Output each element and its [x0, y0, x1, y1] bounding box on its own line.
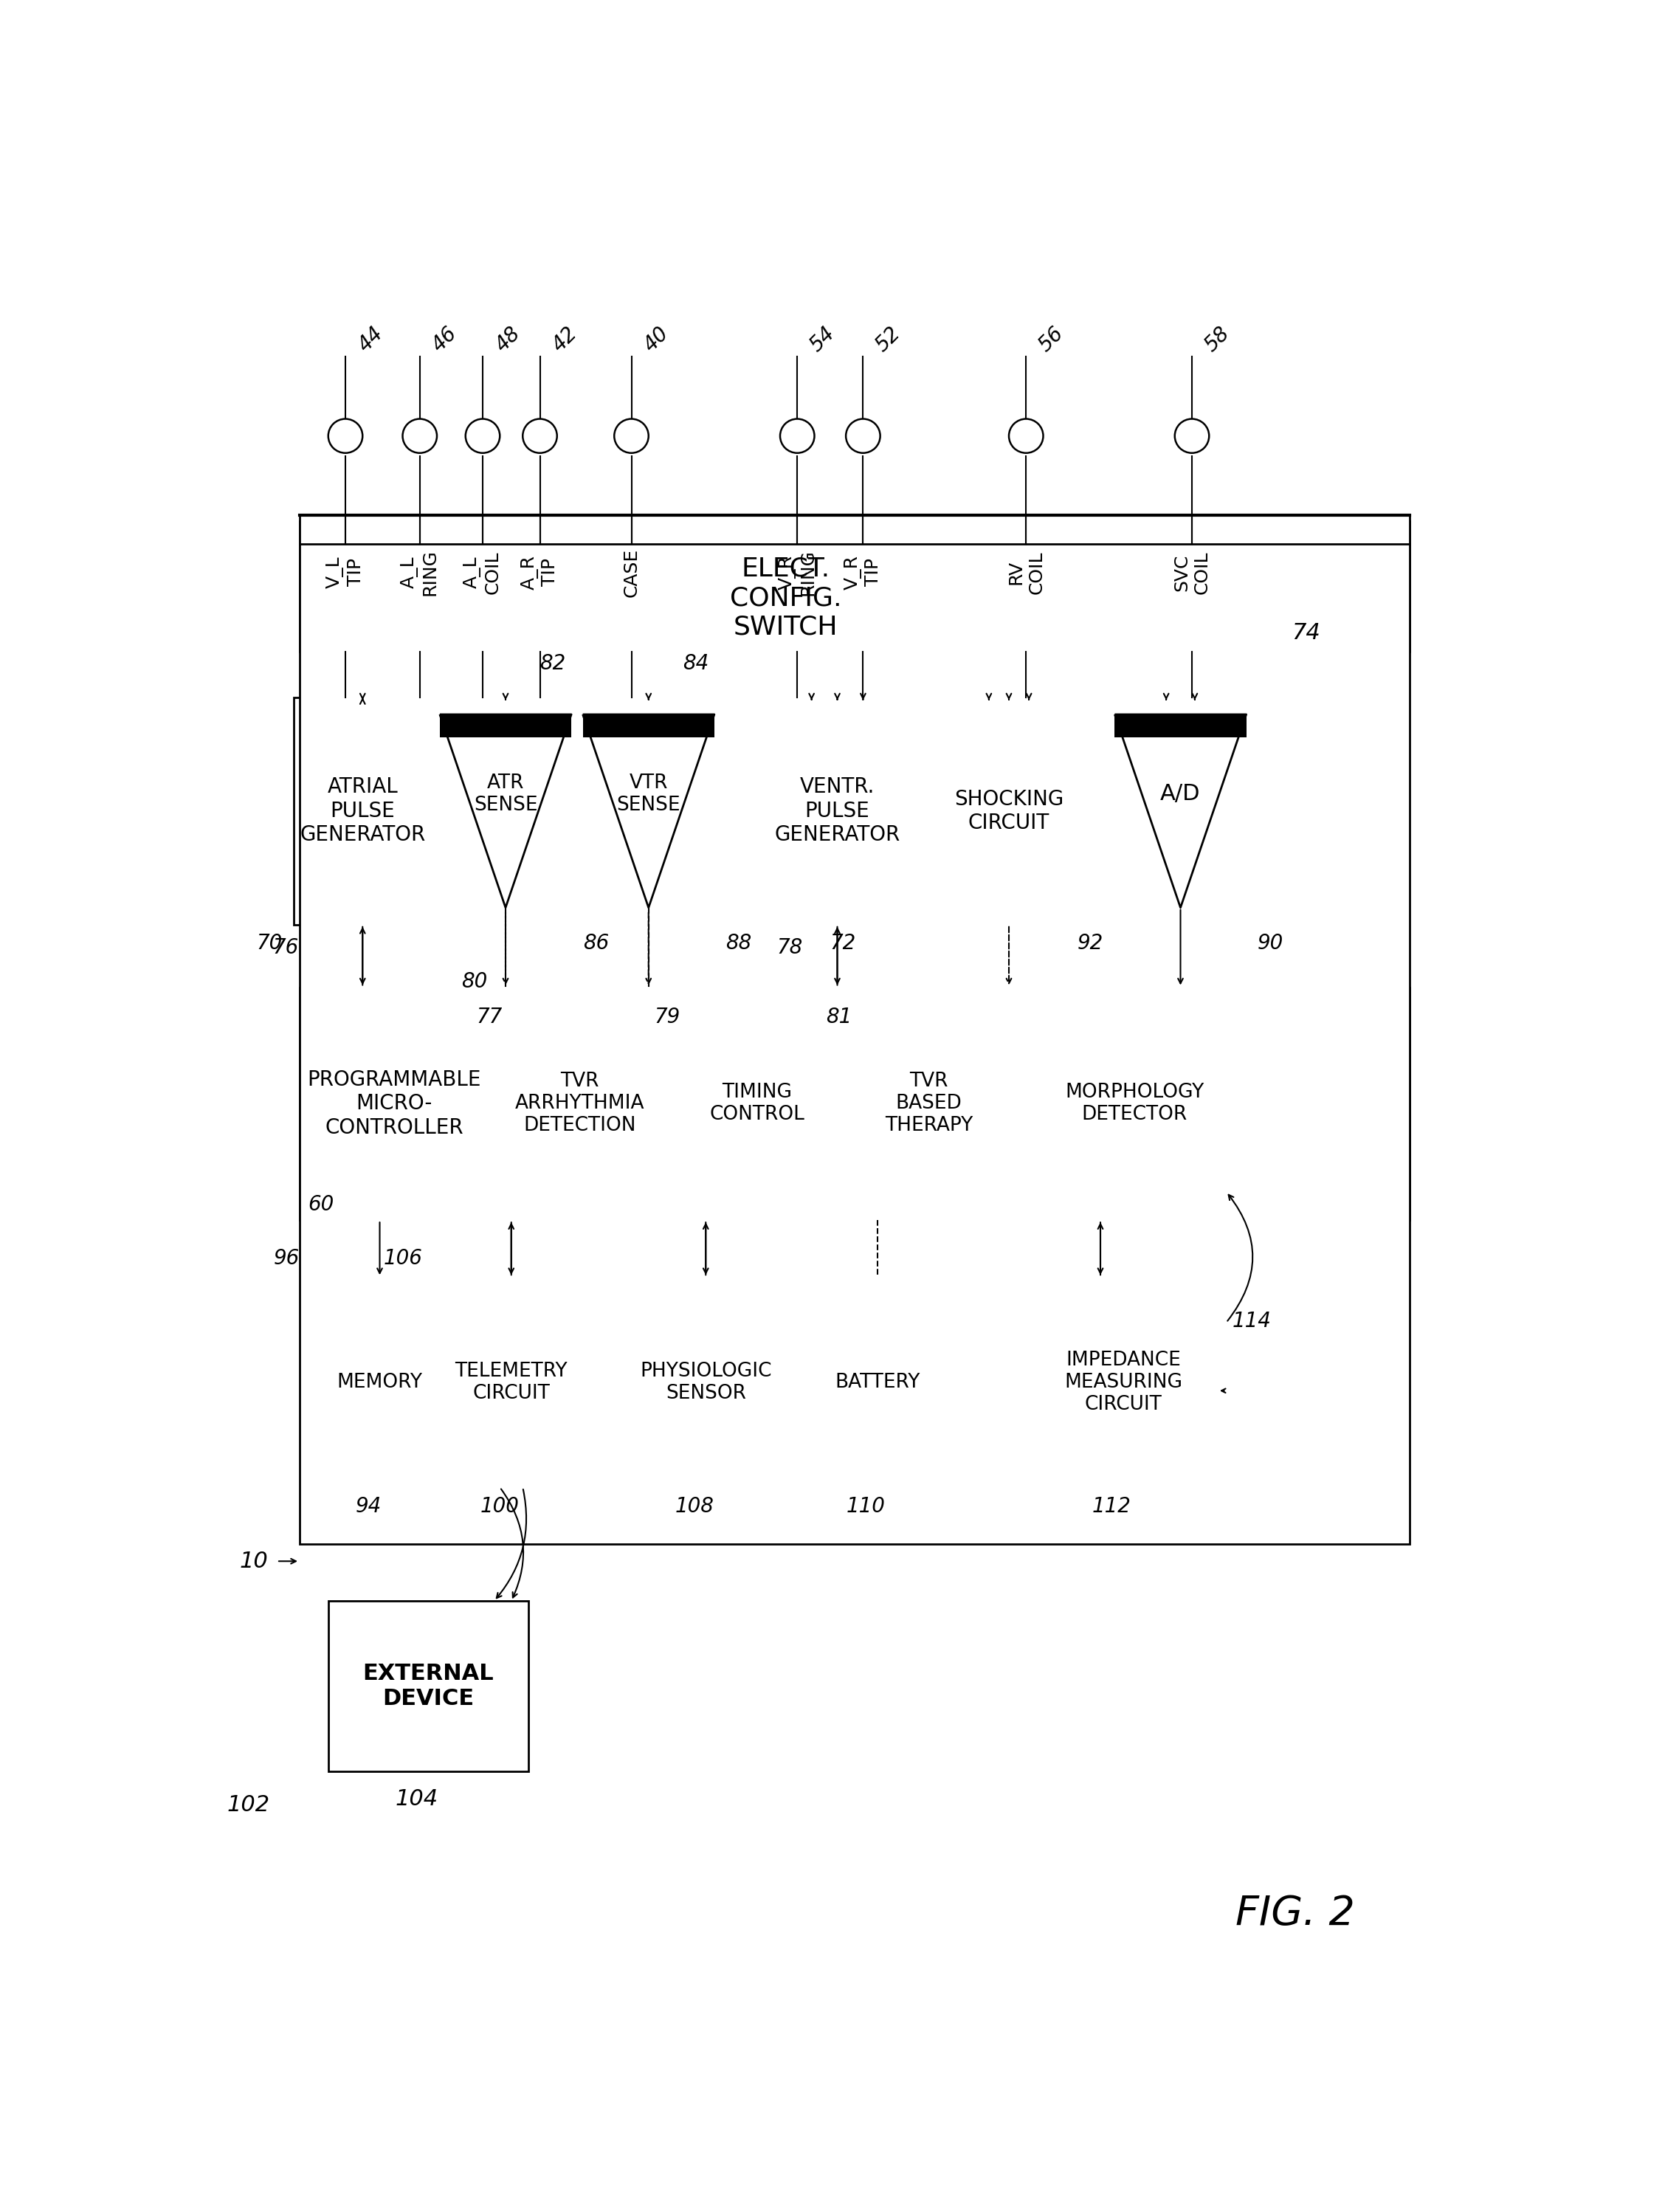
Circle shape — [781, 418, 814, 453]
Circle shape — [328, 418, 363, 453]
Bar — [583, 714, 714, 737]
Circle shape — [466, 418, 499, 453]
Text: 92: 92 — [1077, 933, 1104, 953]
Circle shape — [846, 418, 881, 453]
Bar — [814, 1276, 941, 1486]
Text: MEMORY: MEMORY — [336, 1374, 423, 1391]
Text: SVC
COIL: SVC COIL — [1172, 551, 1210, 593]
Text: TIMING
CONTROL: TIMING CONTROL — [709, 1084, 804, 1124]
Circle shape — [1175, 418, 1209, 453]
Text: 114: 114 — [1232, 1312, 1270, 1332]
Text: 90: 90 — [1257, 933, 1284, 953]
Text: TVR
ARRHYTHMIA
DETECTION: TVR ARRHYTHMIA DETECTION — [514, 1073, 644, 1135]
Text: 88: 88 — [726, 933, 753, 953]
Text: 77: 77 — [476, 1006, 503, 1029]
Bar — [1026, 1276, 1220, 1486]
Text: ATR
SENSE: ATR SENSE — [473, 774, 538, 814]
Text: 104: 104 — [396, 1790, 438, 1809]
Bar — [861, 1004, 997, 1203]
Bar — [300, 987, 1409, 1221]
Text: V_R
TIP: V_R TIP — [844, 555, 882, 591]
Text: 108: 108 — [674, 1495, 714, 1517]
Text: 78: 78 — [778, 938, 803, 958]
Circle shape — [403, 418, 436, 453]
Circle shape — [523, 418, 558, 453]
Text: 79: 79 — [654, 1006, 679, 1029]
Text: 48: 48 — [491, 323, 524, 356]
Bar — [689, 1004, 826, 1203]
Bar — [769, 697, 906, 925]
Circle shape — [614, 418, 649, 453]
Text: 106: 106 — [383, 1248, 423, 1267]
Text: 81: 81 — [826, 1006, 851, 1029]
Bar — [440, 714, 571, 737]
Bar — [440, 1276, 583, 1486]
Text: V_R
RING: V_R RING — [778, 549, 816, 595]
Text: CASE: CASE — [623, 549, 641, 597]
Text: 70: 70 — [256, 933, 283, 953]
Text: ATRIAL
PULSE
GENERATOR: ATRIAL PULSE GENERATOR — [300, 776, 425, 845]
Text: 46: 46 — [428, 323, 461, 356]
Bar — [1114, 714, 1247, 737]
Text: 76: 76 — [273, 938, 298, 958]
Text: A/D: A/D — [1161, 783, 1200, 805]
Bar — [300, 515, 1409, 544]
Text: SHOCKING
CIRCUIT: SHOCKING CIRCUIT — [954, 790, 1064, 834]
Text: 74: 74 — [1292, 622, 1320, 644]
Text: VENTR.
PULSE
GENERATOR: VENTR. PULSE GENERATOR — [774, 776, 901, 845]
Bar — [511, 1004, 649, 1203]
Text: 10: 10 — [240, 1551, 268, 1573]
Bar — [946, 697, 1072, 925]
Bar — [300, 544, 1409, 653]
Text: 42: 42 — [548, 323, 581, 356]
Text: PROGRAMMABLE
MICRO-
CONTROLLER: PROGRAMMABLE MICRO- CONTROLLER — [306, 1068, 481, 1137]
Text: IMPEDANCE
MEASURING
CIRCUIT: IMPEDANCE MEASURING CIRCUIT — [1064, 1352, 1182, 1413]
Text: 112: 112 — [1092, 1495, 1131, 1517]
Text: VTR
SENSE: VTR SENSE — [616, 774, 681, 814]
Text: 44: 44 — [355, 323, 386, 356]
Text: 80: 80 — [461, 971, 488, 991]
Text: 58: 58 — [1200, 323, 1234, 356]
Text: ELECT.
CONFIG.
SWITCH: ELECT. CONFIG. SWITCH — [729, 555, 842, 639]
Text: RV
COIL: RV COIL — [1007, 551, 1046, 593]
Text: 110: 110 — [846, 1495, 886, 1517]
Text: 72: 72 — [831, 933, 856, 953]
Text: TELEMETRY
CIRCUIT: TELEMETRY CIRCUIT — [455, 1363, 568, 1402]
Bar — [300, 522, 1409, 1544]
Text: 60: 60 — [308, 1194, 335, 1214]
Bar — [328, 1601, 528, 1772]
Text: 100: 100 — [480, 1495, 519, 1517]
Text: 84: 84 — [683, 653, 709, 675]
Bar — [295, 697, 431, 925]
Text: 56: 56 — [1034, 323, 1067, 356]
Bar — [1066, 1004, 1204, 1203]
Text: FIG. 2: FIG. 2 — [1235, 1893, 1355, 1933]
Text: BATTERY: BATTERY — [834, 1374, 919, 1391]
Text: 40: 40 — [639, 323, 673, 356]
Text: 94: 94 — [355, 1495, 381, 1517]
Text: 82: 82 — [539, 653, 566, 675]
Text: PHYSIOLOGIC
SENSOR: PHYSIOLOGIC SENSOR — [639, 1363, 771, 1402]
Text: V_L
TIP: V_L TIP — [326, 555, 365, 588]
Text: 52: 52 — [871, 323, 904, 356]
Circle shape — [1009, 418, 1044, 453]
Text: TVR
BASED
THERAPY: TVR BASED THERAPY — [884, 1073, 972, 1135]
Text: 102: 102 — [226, 1794, 270, 1816]
Text: 86: 86 — [583, 933, 609, 953]
Bar — [626, 1276, 786, 1486]
Bar — [316, 1276, 443, 1486]
Text: A_L
COIL: A_L COIL — [463, 551, 501, 593]
Text: 96: 96 — [273, 1248, 300, 1267]
Text: 54: 54 — [806, 323, 839, 356]
Text: A_R
TIP: A_R TIP — [521, 555, 559, 591]
Text: EXTERNAL
DEVICE: EXTERNAL DEVICE — [363, 1663, 495, 1710]
Text: MORPHOLOGY
DETECTOR: MORPHOLOGY DETECTOR — [1066, 1084, 1204, 1124]
Text: A_L
RING: A_L RING — [401, 549, 440, 595]
